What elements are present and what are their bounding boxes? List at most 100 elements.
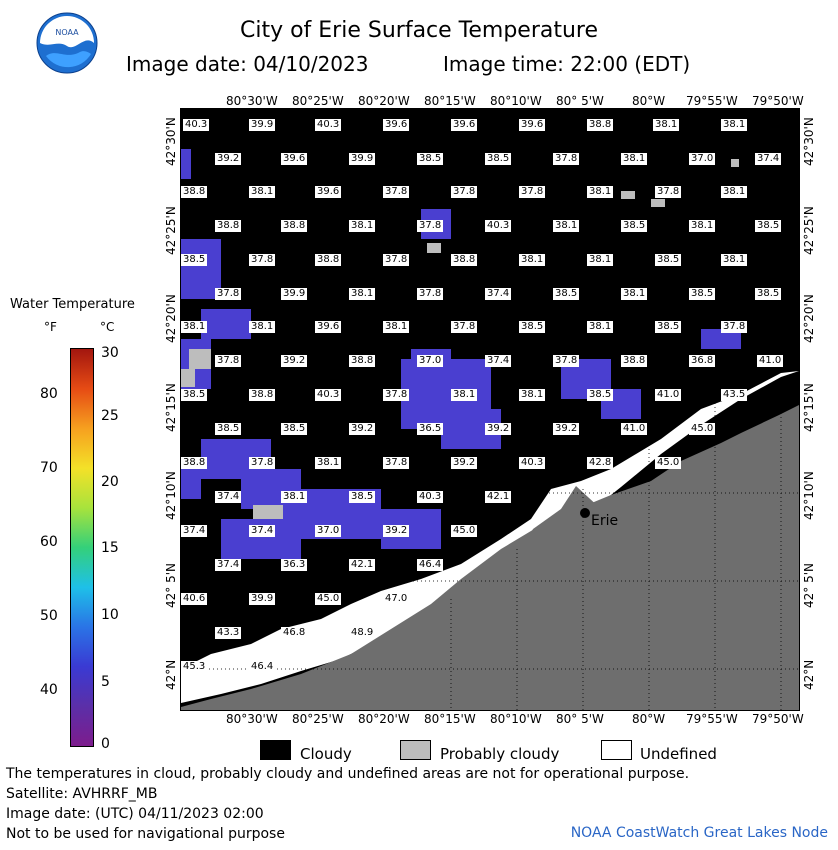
temp-label: 38.1 bbox=[621, 288, 648, 300]
temp-label: 48.9 bbox=[349, 627, 376, 639]
lat-label-left: 42°15'N bbox=[164, 383, 178, 432]
temp-label: 36.3 bbox=[281, 559, 308, 571]
image-time: Image time: 22:00 (EDT) bbox=[443, 52, 691, 76]
c-tick: 30 bbox=[101, 345, 119, 361]
temp-label: 37.4 bbox=[215, 491, 242, 503]
land-area bbox=[181, 405, 799, 710]
temp-label: 37.8 bbox=[383, 186, 410, 198]
temp-label: 37.4 bbox=[485, 355, 512, 367]
lon-label-bottom: 80° 5'W bbox=[556, 712, 604, 726]
temp-label: 37.8 bbox=[383, 389, 410, 401]
temp-label: 39.2 bbox=[215, 153, 242, 165]
city-label: Erie bbox=[591, 513, 619, 529]
temp-label: 38.5 bbox=[755, 288, 782, 300]
temp-label: 39.2 bbox=[451, 457, 478, 469]
temp-label: 38.1 bbox=[587, 254, 614, 266]
undefined-area bbox=[181, 371, 799, 703]
map-graphics bbox=[181, 149, 799, 710]
temp-label: 38.5 bbox=[587, 389, 614, 401]
temp-label: 38.1 bbox=[721, 186, 748, 198]
undefined-label: Undefined bbox=[640, 745, 717, 763]
temp-label: 37.8 bbox=[215, 288, 242, 300]
legend-title: Water Temperature bbox=[10, 297, 135, 312]
temp-label: 38.8 bbox=[315, 254, 342, 266]
f-tick: 60 bbox=[40, 534, 58, 550]
temp-label: 38.1 bbox=[349, 288, 376, 300]
temp-label: 38.5 bbox=[181, 254, 208, 266]
lon-label-top: 80°10'W bbox=[490, 94, 542, 108]
lat-label-right: 42°25'N bbox=[802, 206, 816, 255]
temp-label: 38.1 bbox=[721, 119, 748, 131]
temp-label: 40.3 bbox=[519, 457, 546, 469]
temp-label: 38.8 bbox=[349, 355, 376, 367]
temp-label: 37.4 bbox=[215, 559, 242, 571]
temp-label: 45.0 bbox=[689, 423, 716, 435]
cloudy-label: Cloudy bbox=[300, 745, 352, 763]
temp-label: 38.5 bbox=[655, 254, 682, 266]
temp-label: 41.0 bbox=[655, 389, 682, 401]
f-tick: 80 bbox=[40, 386, 58, 402]
navigation-warning: Not to be used for navigational purpose bbox=[6, 826, 285, 842]
lat-label-right: 42°10'N bbox=[802, 471, 816, 520]
f-tick: 50 bbox=[40, 608, 58, 624]
temp-label: 39.6 bbox=[281, 153, 308, 165]
undefined-swatch bbox=[601, 740, 632, 760]
temp-label: 38.1 bbox=[249, 321, 276, 333]
temp-label: 38.1 bbox=[721, 254, 748, 266]
temp-label: 39.6 bbox=[451, 119, 478, 131]
temp-label: 39.2 bbox=[553, 423, 580, 435]
temp-label: 38.1 bbox=[249, 186, 276, 198]
temp-label: 37.8 bbox=[383, 457, 410, 469]
temp-label: 38.5 bbox=[655, 321, 682, 333]
temp-label: 38.5 bbox=[349, 491, 376, 503]
temp-label: 38.1 bbox=[519, 389, 546, 401]
unit-celsius: °C bbox=[100, 320, 115, 334]
lat-label-right: 42°15'N bbox=[802, 383, 816, 432]
temp-label: 46.4 bbox=[417, 559, 444, 571]
f-tick: 40 bbox=[40, 682, 58, 698]
temp-label: 38.8 bbox=[181, 457, 208, 469]
temp-label: 36.8 bbox=[689, 355, 716, 367]
temp-label: 37.8 bbox=[553, 355, 580, 367]
lat-label-left: 42°30'N bbox=[164, 117, 178, 166]
temp-label: 38.1 bbox=[587, 186, 614, 198]
unit-fahrenheit: °F bbox=[44, 320, 57, 334]
image-date: Image date: 04/10/2023 bbox=[126, 52, 369, 76]
temp-label: 38.5 bbox=[215, 423, 242, 435]
temp-label: 43.3 bbox=[215, 627, 242, 639]
lon-label-bottom: 80°10'W bbox=[490, 712, 542, 726]
temp-label: 36.5 bbox=[417, 423, 444, 435]
temperature-map[interactable]: 40.3 39.9 40.3 39.6 39.6 39.6 38.8 38.1 … bbox=[180, 108, 800, 711]
temp-label: 45.0 bbox=[315, 593, 342, 605]
temp-label: 37.8 bbox=[383, 254, 410, 266]
temp-label: 37.8 bbox=[519, 186, 546, 198]
temp-label: 39.9 bbox=[349, 153, 376, 165]
lat-label-right: 42°20'N bbox=[802, 294, 816, 343]
temp-label: 46.8 bbox=[281, 627, 308, 639]
temp-label: 39.2 bbox=[383, 525, 410, 537]
temp-label: 42.1 bbox=[349, 559, 376, 571]
credit-link[interactable]: NOAA CoastWatch Great Lakes Node bbox=[570, 825, 828, 841]
lon-label-top: 80°W bbox=[632, 94, 666, 108]
temp-label: 38.1 bbox=[519, 254, 546, 266]
land-area bbox=[511, 486, 601, 569]
lon-label-bottom: 80°20'W bbox=[358, 712, 410, 726]
temp-label: 38.5 bbox=[181, 389, 208, 401]
satellite-info: Satellite: AVHRRF_MB bbox=[6, 786, 158, 802]
temp-label: 39.9 bbox=[249, 119, 276, 131]
temp-label: 42.1 bbox=[485, 491, 512, 503]
temp-label: 37.8 bbox=[417, 220, 444, 232]
temp-label: 37.8 bbox=[451, 186, 478, 198]
temp-label: 45.0 bbox=[451, 525, 478, 537]
temp-label: 38.5 bbox=[689, 288, 716, 300]
lon-label-top: 80° 5'W bbox=[556, 94, 604, 108]
temp-label: 39.6 bbox=[519, 119, 546, 131]
temp-label: 37.8 bbox=[655, 186, 682, 198]
temp-label: 37.8 bbox=[553, 153, 580, 165]
temp-label: 38.8 bbox=[621, 355, 648, 367]
lat-label-left: 42°10'N bbox=[164, 471, 178, 520]
temp-label: 39.2 bbox=[281, 355, 308, 367]
lon-label-top: 80°20'W bbox=[358, 94, 410, 108]
temp-label: 38.1 bbox=[281, 491, 308, 503]
lon-label-top: 80°30'W bbox=[226, 94, 278, 108]
